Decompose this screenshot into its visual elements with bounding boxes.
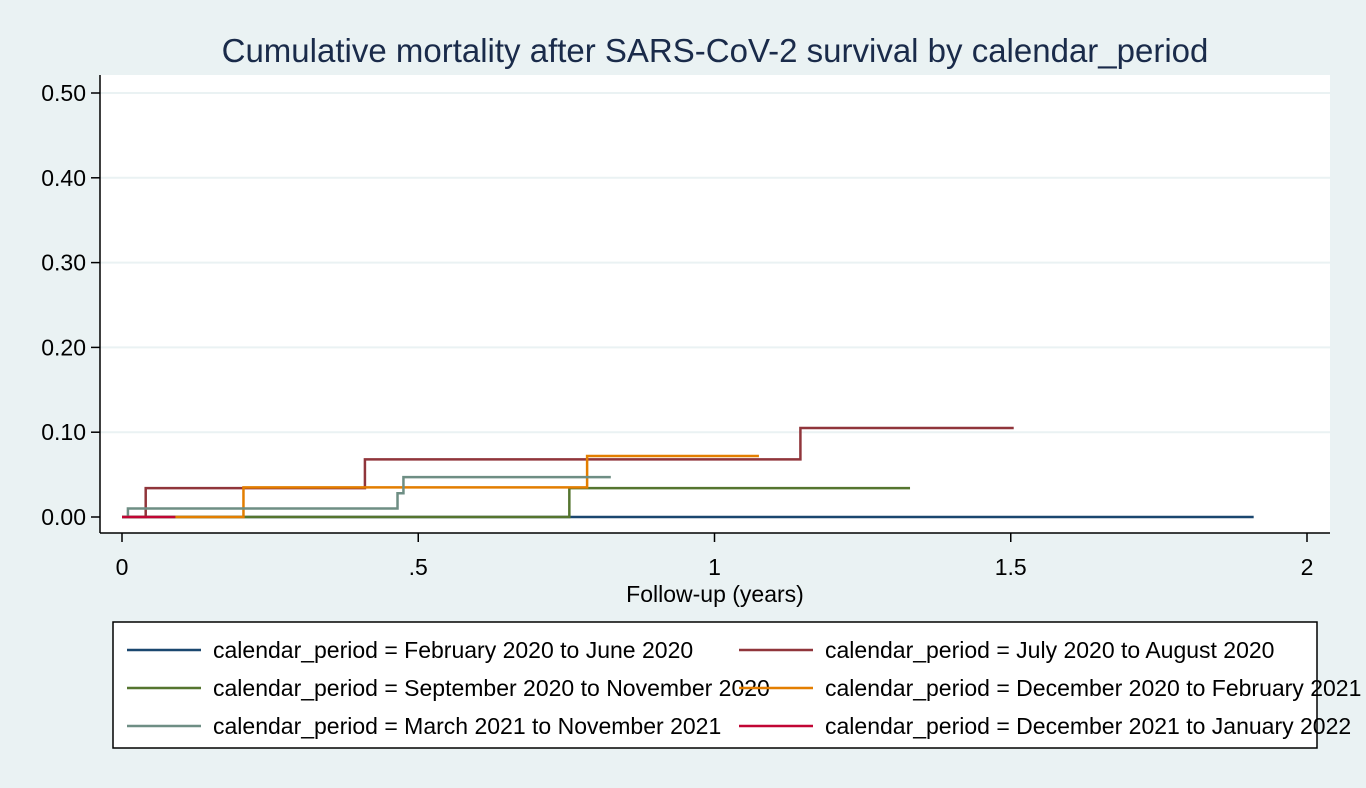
chart-title: Cumulative mortality after SARS-CoV-2 su… xyxy=(222,32,1209,69)
legend-label-4: calendar_period = December 2020 to Febru… xyxy=(825,675,1361,701)
legend-label-3: calendar_period = September 2020 to Nove… xyxy=(213,675,770,701)
x-tick-label: 2 xyxy=(1301,554,1314,580)
y-tick-label: 0.40 xyxy=(41,165,86,191)
y-tick-label: 0.00 xyxy=(41,504,86,530)
legend: calendar_period = February 2020 to June … xyxy=(127,637,1361,739)
y-tick-label: 0.10 xyxy=(41,419,86,445)
legend-label-5: calendar_period = March 2021 to November… xyxy=(213,713,721,739)
series-line-5 xyxy=(122,475,611,519)
series-group xyxy=(122,426,1254,519)
y-tick-label: 0.30 xyxy=(41,250,86,276)
y-tick-label: 0.50 xyxy=(41,80,86,106)
series-line-3 xyxy=(122,486,911,519)
series-line-4 xyxy=(175,454,759,519)
legend-label-2: calendar_period = July 2020 to August 20… xyxy=(825,637,1274,663)
y-tick-label: 0.20 xyxy=(41,334,86,360)
legend-box xyxy=(112,621,1318,749)
y-axis: 0.00 0.10 0.20 0.30 0.40 0.50 xyxy=(41,75,101,533)
x-tick-label: 1 xyxy=(708,554,721,580)
legend-label-1: calendar_period = February 2020 to June … xyxy=(213,637,693,663)
grid xyxy=(100,92,1330,434)
plot-area xyxy=(100,75,1330,533)
x-tick-label: 1.5 xyxy=(995,554,1027,580)
x-tick-label: .5 xyxy=(409,554,428,580)
x-axis-label: Follow-up (years) xyxy=(626,581,804,607)
series-line-2 xyxy=(122,426,1014,519)
x-axis: 0 .5 1 1.5 2 xyxy=(100,532,1330,580)
legend-label-6: calendar_period = December 2021 to Janua… xyxy=(825,713,1351,739)
x-tick-label: 0 xyxy=(116,554,129,580)
